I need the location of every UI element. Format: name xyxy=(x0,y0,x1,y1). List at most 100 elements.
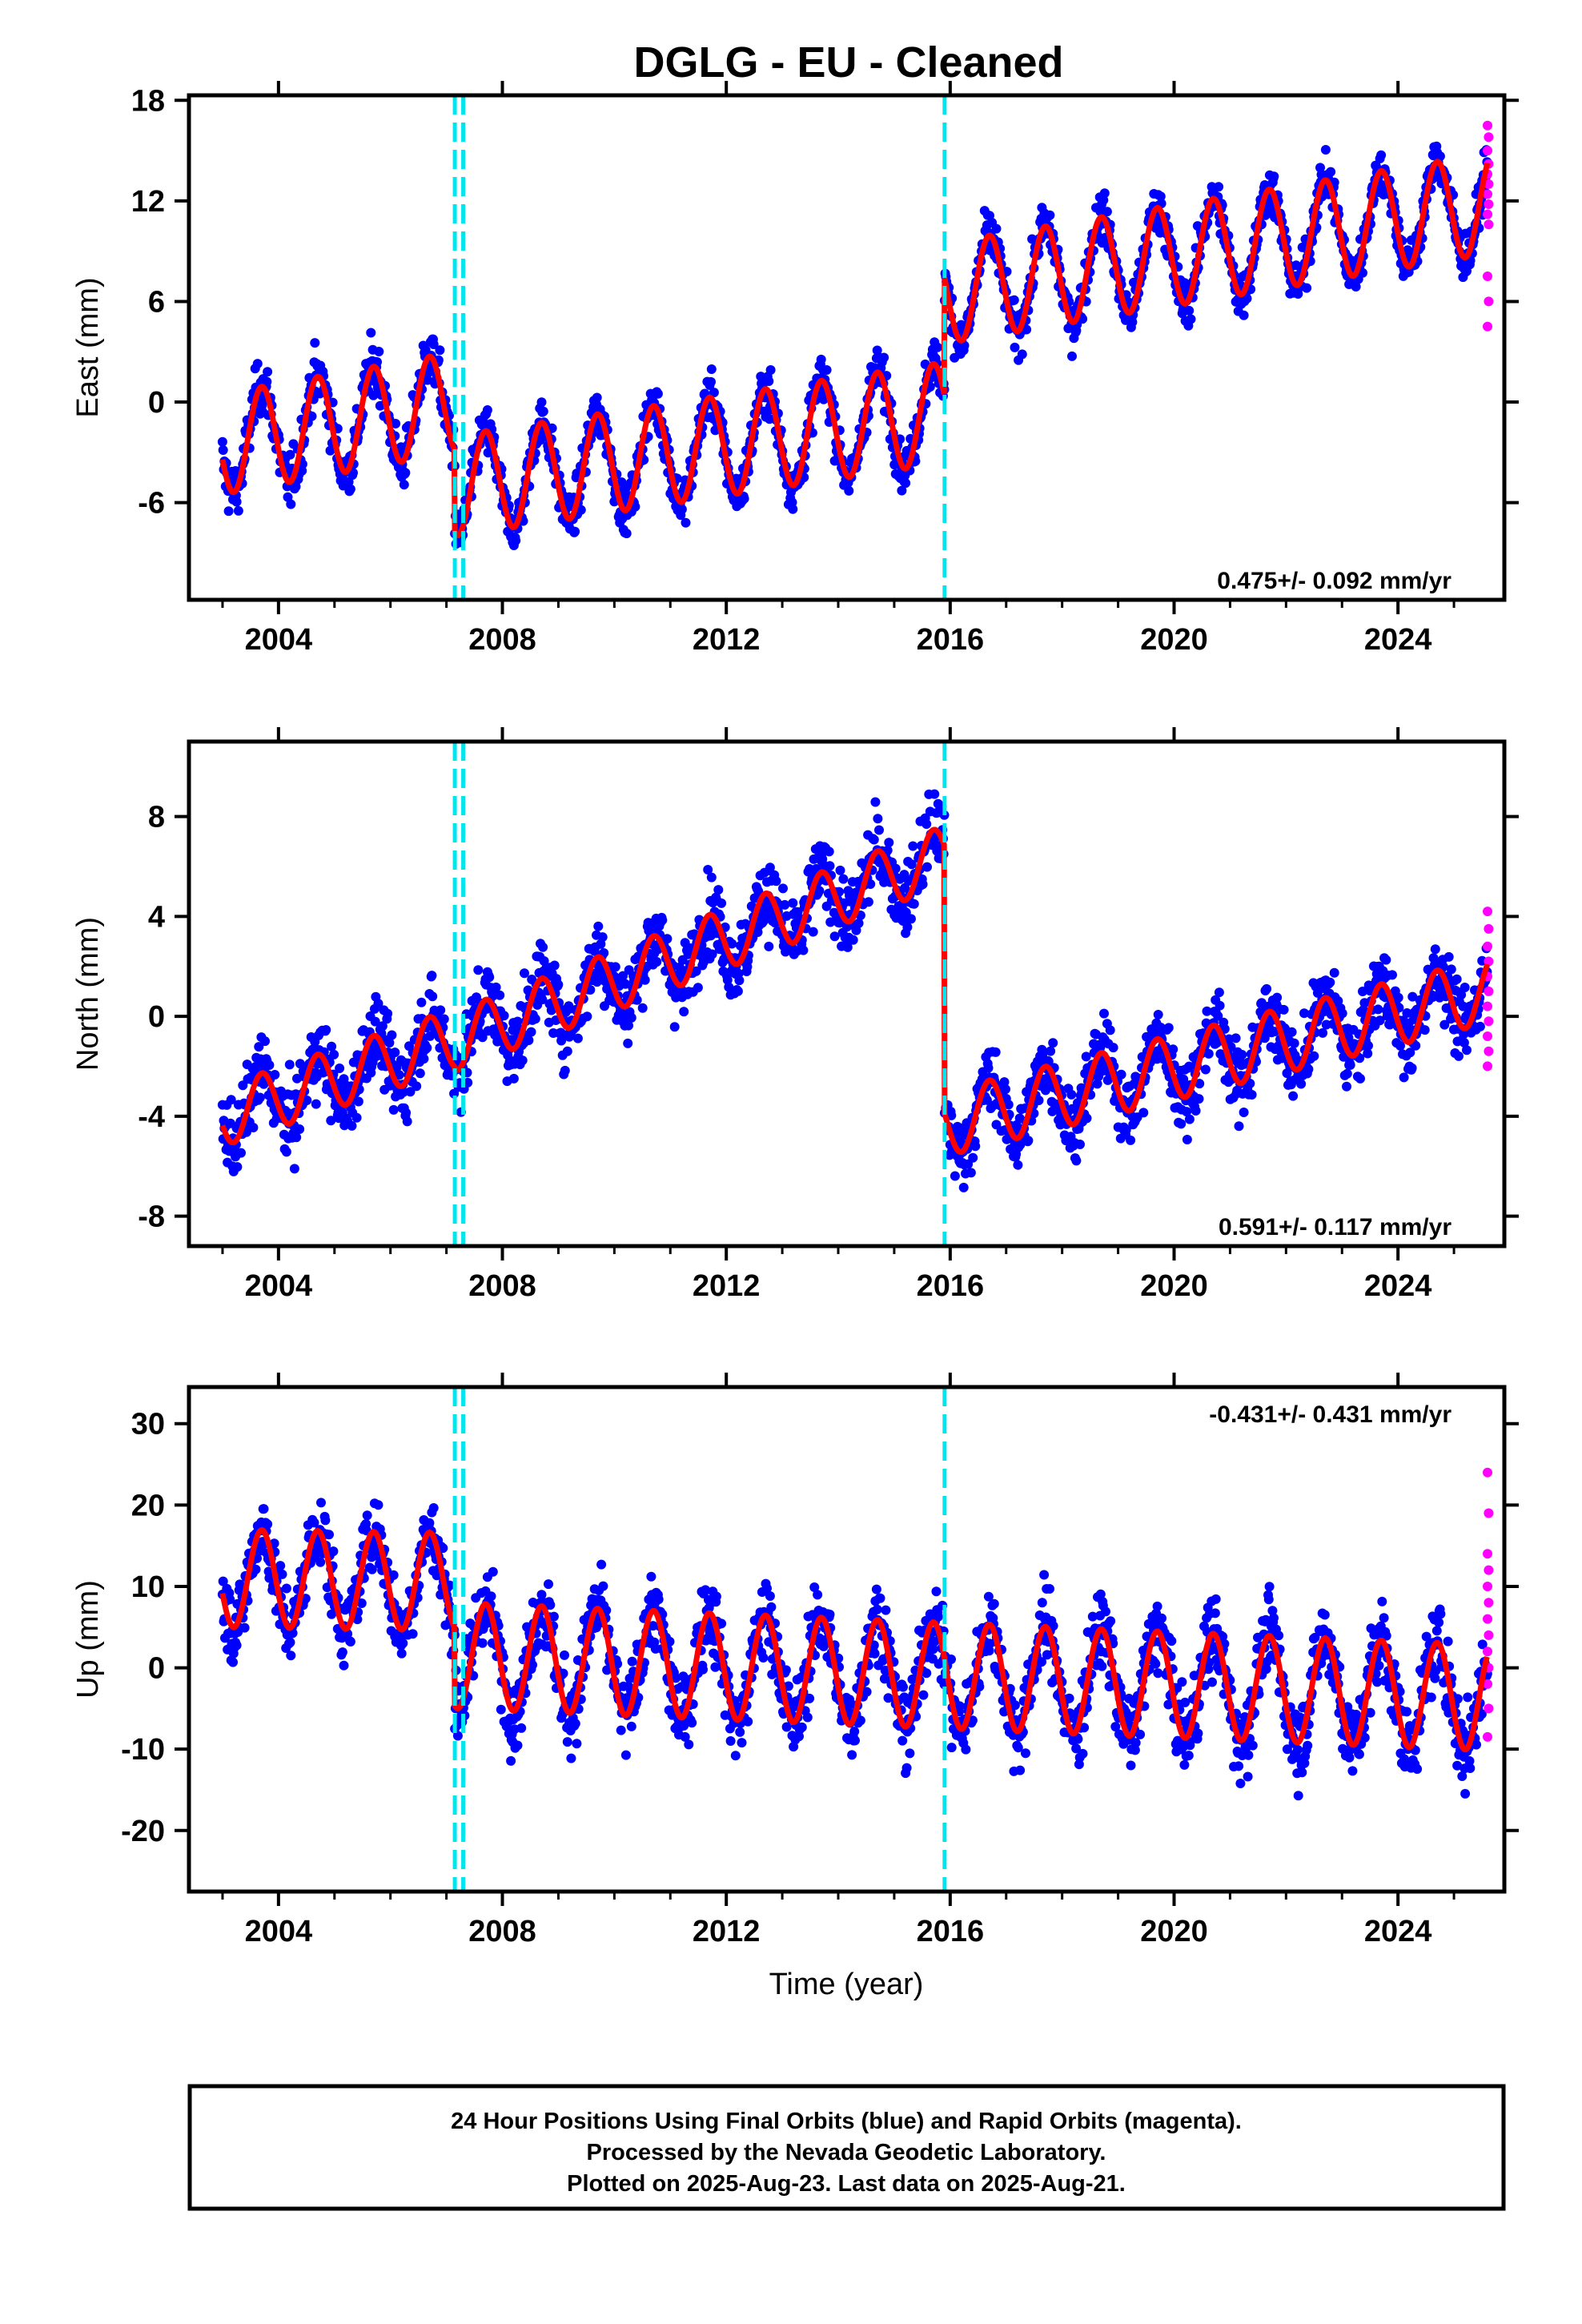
final-point xyxy=(233,505,243,516)
final-point xyxy=(901,478,911,489)
final-point xyxy=(1234,1121,1244,1132)
final-point xyxy=(398,1638,408,1648)
final-point xyxy=(560,1650,569,1660)
final-point xyxy=(835,865,845,875)
final-point xyxy=(653,1594,664,1605)
final-point xyxy=(391,419,401,428)
final-point xyxy=(621,529,632,539)
final-point xyxy=(884,838,894,848)
final-point xyxy=(424,1518,435,1528)
final-point xyxy=(436,1005,446,1015)
x-tick-label: 2012 xyxy=(693,623,761,657)
final-point xyxy=(798,945,809,955)
final-point xyxy=(1376,150,1387,160)
final-point xyxy=(853,918,864,928)
final-point xyxy=(1215,1000,1225,1011)
final-point xyxy=(1239,1108,1249,1117)
final-point xyxy=(1325,977,1335,987)
north-axis-label: North (mm) xyxy=(71,917,105,1071)
final-point xyxy=(869,834,879,845)
final-point xyxy=(1393,992,1403,1003)
final-point xyxy=(1095,207,1106,217)
final-point xyxy=(824,846,834,857)
final-point xyxy=(415,1068,425,1079)
final-point xyxy=(1329,967,1339,978)
x-tick-label: 2020 xyxy=(1140,1269,1208,1303)
final-point xyxy=(366,328,376,338)
final-point xyxy=(1288,1091,1299,1101)
final-point xyxy=(281,1583,291,1594)
final-point xyxy=(733,986,743,996)
final-point xyxy=(335,1063,345,1073)
final-point xyxy=(706,376,716,387)
final-point xyxy=(252,359,263,369)
final-point xyxy=(677,505,687,514)
final-point xyxy=(572,1739,582,1749)
final-point xyxy=(422,1043,432,1053)
x-tick-label: 2004 xyxy=(245,623,313,657)
final-point xyxy=(428,1503,439,1513)
final-point xyxy=(825,861,835,871)
figure-title: DGLG - EU - Cleaned xyxy=(633,38,1063,86)
final-point xyxy=(970,1141,981,1152)
final-point xyxy=(315,1557,326,1567)
final-point xyxy=(662,934,673,944)
final-point xyxy=(536,397,547,408)
final-point xyxy=(616,1725,626,1735)
final-point xyxy=(950,1171,960,1181)
final-point xyxy=(1363,1040,1373,1051)
final-point xyxy=(1082,1113,1092,1124)
y-tick-label: 12 xyxy=(131,185,165,219)
final-point xyxy=(291,481,301,492)
final-point xyxy=(1262,983,1272,994)
final-point xyxy=(316,1498,326,1508)
final-point xyxy=(311,1099,321,1109)
final-point xyxy=(284,1059,295,1070)
final-point xyxy=(401,1108,412,1118)
final-point xyxy=(917,879,928,890)
final-point xyxy=(582,1011,592,1022)
final-point xyxy=(1279,1004,1289,1015)
final-point xyxy=(844,485,854,496)
final-point xyxy=(597,932,608,943)
final-point xyxy=(428,340,439,349)
final-point xyxy=(1381,955,1391,965)
final-point xyxy=(1452,974,1462,984)
final-point xyxy=(262,376,272,387)
final-point xyxy=(592,392,602,403)
final-point xyxy=(669,1022,680,1032)
rapid-point xyxy=(1484,132,1494,143)
final-point xyxy=(1176,1119,1186,1129)
y-tick-label: -6 xyxy=(138,487,165,521)
final-point xyxy=(562,1737,572,1747)
final-point xyxy=(439,1014,449,1024)
final-point xyxy=(263,367,273,377)
final-point xyxy=(1027,234,1038,244)
final-point xyxy=(870,797,881,807)
final-point xyxy=(933,342,942,352)
x-tick-label: 2024 xyxy=(1364,623,1432,657)
final-point xyxy=(991,223,1002,234)
final-point xyxy=(739,493,749,504)
final-point xyxy=(906,914,916,924)
final-point xyxy=(958,1182,969,1192)
x-tick-label: 2004 xyxy=(245,1269,313,1303)
rapid-point xyxy=(1484,1016,1494,1027)
final-point xyxy=(544,1579,553,1590)
final-point xyxy=(289,1164,299,1174)
final-point xyxy=(562,1046,572,1056)
rapid-point xyxy=(1484,199,1494,209)
final-point xyxy=(1099,188,1110,199)
final-point xyxy=(1191,1106,1201,1116)
final-point xyxy=(922,862,932,872)
final-point xyxy=(627,1656,637,1667)
final-point xyxy=(681,517,691,528)
final-point xyxy=(1071,1156,1082,1166)
final-point xyxy=(1239,310,1249,320)
rapid-point xyxy=(1483,321,1492,332)
final-point xyxy=(570,526,580,537)
